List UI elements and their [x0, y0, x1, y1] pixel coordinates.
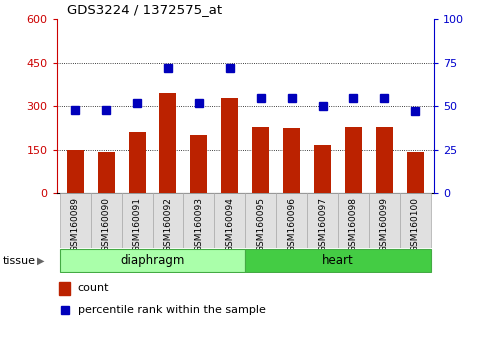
Bar: [369, 193, 400, 248]
Bar: [245, 249, 431, 272]
Bar: [345, 127, 362, 193]
Bar: [91, 193, 122, 248]
Bar: [400, 193, 431, 248]
Text: GSM160100: GSM160100: [411, 197, 420, 252]
Bar: [159, 93, 176, 193]
Text: GSM160089: GSM160089: [70, 197, 80, 252]
Text: GSM160099: GSM160099: [380, 197, 389, 252]
Bar: [376, 127, 393, 193]
Text: tissue: tissue: [2, 256, 35, 266]
Bar: [245, 193, 276, 248]
Bar: [307, 193, 338, 248]
Text: ▶: ▶: [37, 256, 45, 266]
Bar: [183, 193, 214, 248]
Text: GSM160096: GSM160096: [287, 197, 296, 252]
Text: GSM160094: GSM160094: [225, 197, 234, 252]
Text: count: count: [78, 283, 109, 293]
Bar: [221, 98, 238, 193]
Bar: [98, 152, 115, 193]
Text: GSM160091: GSM160091: [133, 197, 141, 252]
Bar: [214, 193, 245, 248]
Text: GSM160090: GSM160090: [102, 197, 110, 252]
Text: GSM160098: GSM160098: [349, 197, 358, 252]
Text: GSM160092: GSM160092: [164, 197, 173, 252]
Bar: [407, 153, 424, 193]
Bar: [60, 193, 91, 248]
Text: diaphragm: diaphragm: [120, 254, 185, 267]
Text: heart: heart: [322, 254, 354, 267]
Bar: [122, 193, 152, 248]
Bar: [283, 128, 300, 193]
Bar: [190, 135, 208, 193]
Text: GSM160097: GSM160097: [318, 197, 327, 252]
Bar: [314, 145, 331, 193]
Text: GSM160093: GSM160093: [194, 197, 204, 252]
Bar: [152, 193, 183, 248]
Text: GSM160095: GSM160095: [256, 197, 265, 252]
Bar: [67, 150, 84, 193]
Text: GDS3224 / 1372575_at: GDS3224 / 1372575_at: [67, 3, 222, 16]
Bar: [252, 127, 269, 193]
Text: percentile rank within the sample: percentile rank within the sample: [78, 305, 266, 315]
Bar: [129, 132, 145, 193]
Bar: [338, 193, 369, 248]
Bar: [59, 282, 70, 295]
Bar: [60, 249, 246, 272]
Bar: [276, 193, 307, 248]
